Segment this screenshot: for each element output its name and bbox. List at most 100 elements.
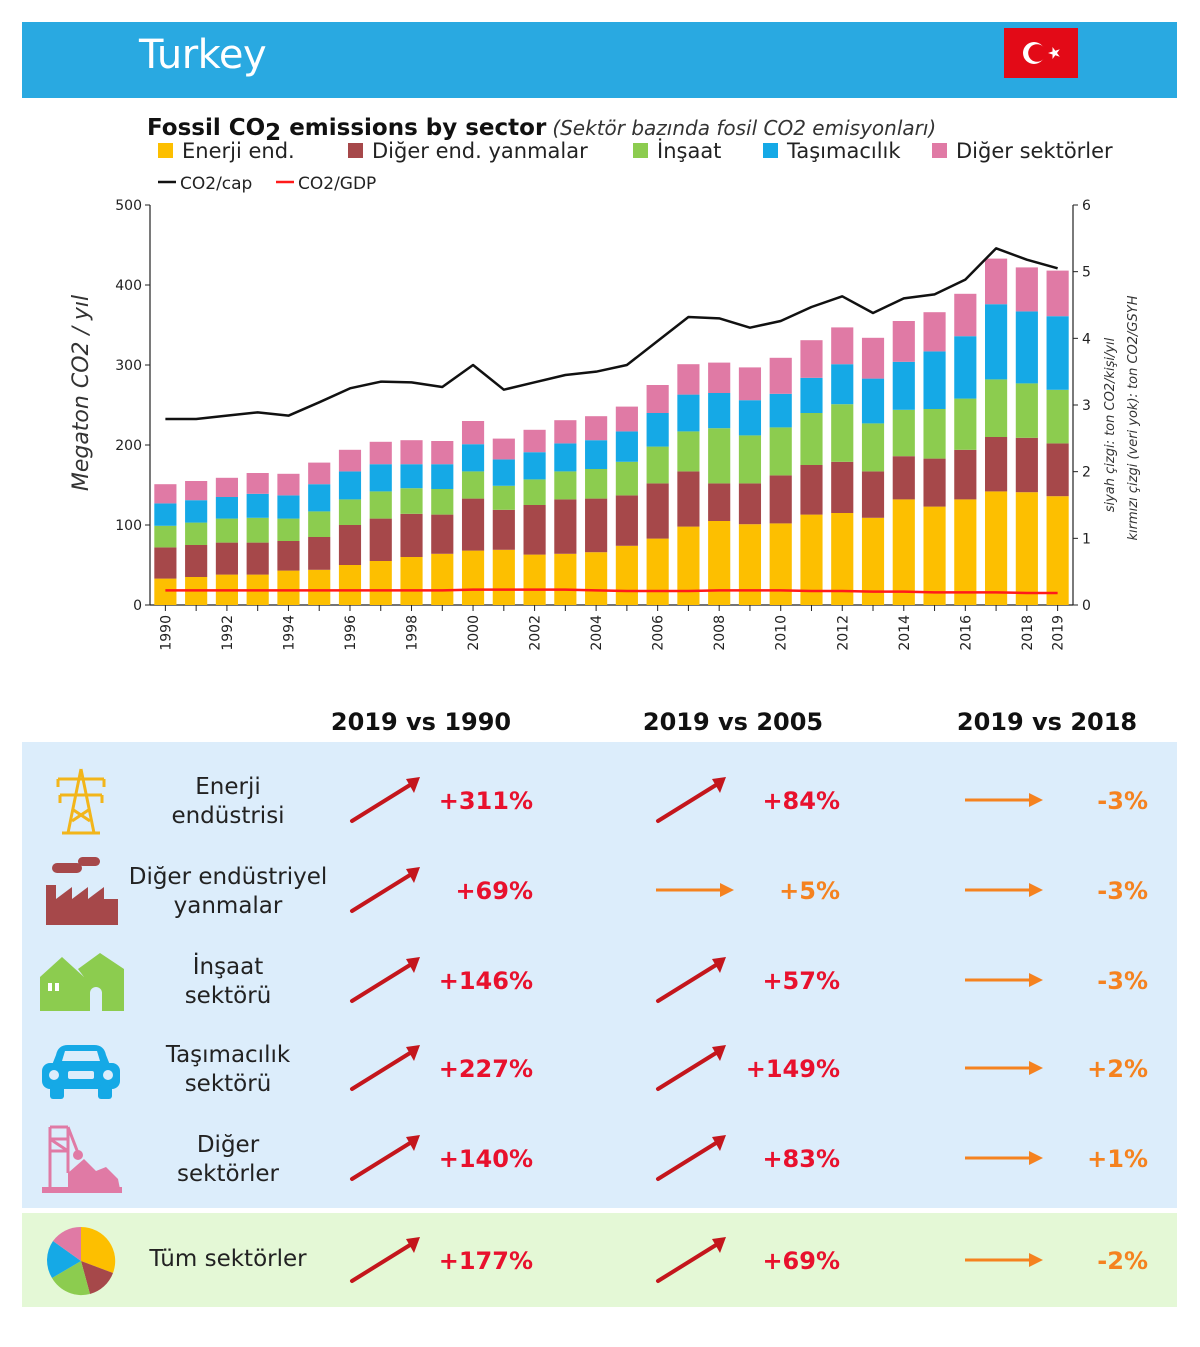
change-value: -3% [1097,877,1148,905]
bar-2010-1 [769,475,792,524]
x-tick-label-0: 1990 [158,615,174,651]
x-tick-label-7: 2004 [589,615,605,651]
bar-2001-4 [492,438,515,460]
chart-lines [165,247,1058,595]
bar-2019-1 [1046,443,1069,497]
bar-2001-2 [492,485,515,510]
bar-2008-1 [708,483,731,521]
bar-1999-4 [431,441,454,465]
country-title: Turkey [139,32,267,78]
x-tick-label-12: 2014 [897,615,913,651]
change-value: +2% [1087,1055,1148,1083]
sector-row-2: İnşaat sektörü +146% +57% -3% [22,935,1177,1025]
bar-2003-0 [554,553,577,605]
factory-icon [38,855,124,927]
bar-1999-3 [431,464,454,489]
y2-axis-label-2: kırmızı çizgi (veri yok): ton CO2/GSYH [1126,295,1141,540]
bar-1991-2 [185,522,208,545]
line-series-0 [165,247,1058,421]
legend-swatch-0 [158,143,173,158]
bar-2017-2 [985,379,1008,437]
change-value: +69% [455,877,533,905]
bar-2007-1 [677,471,700,527]
bar-1991-4 [185,481,208,501]
trend-flat-arrow-icon [963,1041,1043,1099]
bar-1995-3 [308,484,331,512]
bar-2010-4 [769,357,792,394]
bar-1996-4 [338,449,362,472]
y-tick-label-1: 100 [115,518,142,534]
bar-2012-0 [831,513,854,605]
bar-2007-4 [677,364,700,395]
bar-1990-3 [154,503,177,526]
trend-up-arrow-icon [654,773,734,831]
turkey-flag-icon [1004,28,1078,78]
bar-2004-2 [585,469,608,499]
bar-2004-4 [585,416,608,441]
bar-2013-4 [861,337,885,379]
chart-legend: Enerji end. Diğer end. yanmalar İnşaat Taşı… [158,138,1113,194]
bar-1990-1 [154,547,177,579]
trend-up-arrow-icon [348,773,428,831]
bar-2000-3 [461,444,485,472]
bar-1995-4 [308,462,331,485]
bar-1995-2 [308,511,331,537]
sector-label: Diğer sektörler [118,1131,338,1189]
bar-2010-3 [769,393,792,428]
bar-1996-0 [338,565,362,605]
sector-label-line1: Diğer [196,1132,260,1158]
bar-1993-4 [246,473,269,494]
sector-label-line2: endüstrisi [171,803,285,829]
total-row: Tüm sektörler +177% +69% -2% [22,1215,1177,1305]
bar-2018-1 [1015,437,1038,493]
legend-label-0: Enerji end. [182,139,295,163]
y2-tick-label-3: 3 [1082,398,1091,414]
bar-2017-1 [985,437,1008,492]
y2-tick-label-1: 1 [1082,531,1091,547]
column-header-1990: 2019 vs 1990 [330,708,512,736]
bar-2002-3 [523,452,546,480]
bar-2008-4 [708,362,731,393]
bar-2009-3 [738,400,762,436]
bar-2004-3 [585,440,608,469]
bar-1994-3 [277,495,300,519]
y2-tick-label-0: 0 [1082,598,1091,614]
bar-2009-1 [738,483,762,525]
trend-flat-arrow-icon [963,773,1043,831]
bar-2005-2 [615,461,638,496]
trend-flat-arrow-icon [963,863,1043,921]
bar-2003-3 [554,443,577,472]
trend-flat-arrow-icon [963,1233,1043,1291]
bar-1992-1 [215,542,238,575]
bar-2006-0 [646,538,669,605]
bar-2019-2 [1046,389,1069,444]
bar-2004-0 [585,552,608,605]
y-tick-label-3: 300 [115,358,142,374]
column-header-2005: 2019 vs 2005 [642,708,824,736]
chart-bars [154,258,1069,605]
legend-swatch-1 [348,143,363,158]
bar-1991-1 [185,545,208,577]
trend-flat-arrow-icon [963,1131,1043,1189]
bar-2009-0 [738,524,762,605]
bar-1999-1 [431,514,454,554]
change-value: +149% [745,1055,840,1083]
bar-1991-3 [185,500,208,523]
y2-tick-label-6: 6 [1082,198,1091,214]
change-value: -3% [1097,967,1148,995]
bar-2002-0 [523,554,546,605]
pie-chart-icon [38,1225,124,1297]
header-bar: Turkey [22,22,1177,98]
change-value: +227% [438,1055,533,1083]
change-value: +5% [779,877,840,905]
bar-2012-1 [831,461,854,513]
bar-2018-3 [1015,311,1038,384]
legend-swatch-2 [633,143,648,158]
x-tick-label-10: 2010 [774,615,790,651]
bar-2014-1 [892,456,915,500]
mine-tower-icon [38,1123,124,1195]
x-tick-label-13: 2016 [958,615,974,651]
bar-2011-0 [800,514,823,605]
bar-2015-0 [923,506,946,605]
bar-2011-3 [800,377,823,413]
